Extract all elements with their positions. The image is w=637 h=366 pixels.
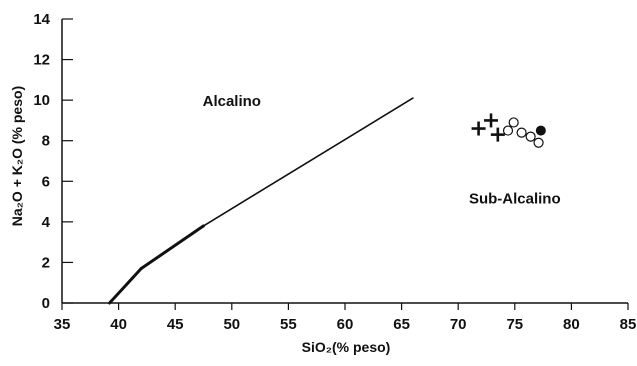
open-circle-marker	[516, 127, 527, 138]
x-tick-label: 55	[280, 316, 297, 333]
y-tick-label: 14	[33, 11, 50, 28]
x-tick-label: 35	[54, 316, 71, 333]
y-axis-label: Na₂O + K₂O (% peso)	[9, 86, 25, 226]
axes	[61, 19, 628, 304]
boundary-segment	[202, 97, 414, 227]
x-tick-label: 45	[167, 316, 184, 333]
boundary-segment	[108, 267, 143, 305]
open-circle-marker	[508, 117, 519, 128]
filled-circle-marker	[535, 125, 546, 136]
region-labels: Alcalino Sub-Alcalino	[203, 93, 561, 207]
x-tick-label: 85	[620, 316, 637, 333]
x-tick-label: 80	[563, 316, 580, 333]
plus-marker	[471, 121, 486, 136]
y-tick-label: 0	[42, 295, 50, 312]
open-circle-marker	[533, 137, 544, 148]
y-tick-label: 12	[33, 52, 50, 69]
alkaline-subalkaline-boundary	[108, 97, 414, 305]
x-axis-label: SiO₂(% peso)	[302, 339, 391, 355]
x-tick-label: 70	[450, 316, 467, 333]
x-tick-label: 40	[110, 316, 127, 333]
data-points	[471, 113, 546, 148]
boundary-segment	[139, 224, 205, 271]
x-tick-label: 60	[337, 316, 354, 333]
open-circle-marker	[502, 125, 514, 136]
ticks: 35 40 45 50 55 60 65 70 75 80 85 0 2 4 6 8 10 12 14	[33, 11, 636, 333]
y-tick-label: 10	[33, 92, 50, 109]
y-tick-label: 6	[42, 173, 50, 190]
region-label: Alcalino	[203, 93, 261, 110]
y-tick-label: 4	[42, 214, 51, 231]
y-tick-label: 2	[42, 254, 50, 271]
plus-marker	[484, 113, 499, 128]
x-tick-label: 75	[506, 316, 523, 333]
y-tick-label: 8	[42, 133, 50, 150]
x-tick-label: 65	[393, 316, 410, 333]
open-circle-marker	[525, 131, 536, 142]
plus-marker	[490, 127, 505, 142]
region-label: Sub-Alcalino	[469, 191, 561, 208]
x-tick-label: 50	[223, 316, 240, 333]
